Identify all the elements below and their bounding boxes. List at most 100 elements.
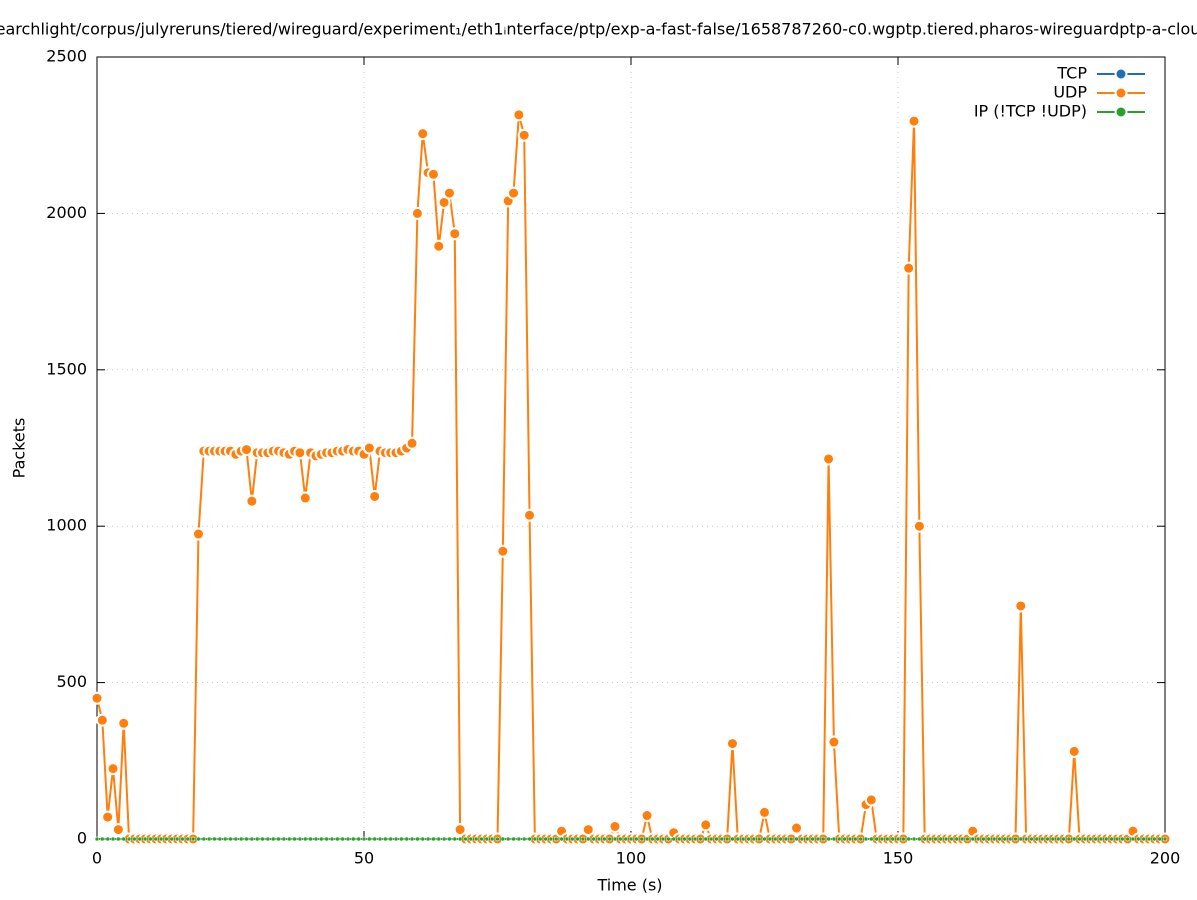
data-point <box>473 836 479 842</box>
data-point <box>441 836 447 842</box>
data-point <box>858 836 863 842</box>
data-point <box>553 836 559 842</box>
data-point <box>185 836 191 842</box>
data-point <box>164 836 169 842</box>
data-point <box>324 836 329 842</box>
y-axis-label: Packets <box>10 418 29 479</box>
data-point <box>238 836 244 842</box>
data-point <box>1034 836 1040 842</box>
data-point <box>121 836 126 842</box>
data-point <box>692 836 698 842</box>
data-point <box>362 441 376 455</box>
data-point <box>991 836 997 842</box>
data-point <box>479 836 484 842</box>
data-point <box>853 836 858 842</box>
data-point <box>523 508 537 522</box>
data-point <box>794 836 799 842</box>
series <box>94 836 1168 842</box>
data-point <box>410 206 424 220</box>
data-point <box>148 836 153 842</box>
data-point <box>117 716 131 730</box>
data-point <box>105 836 110 842</box>
data-point <box>842 836 847 842</box>
data-point <box>719 836 725 842</box>
data-point <box>190 836 196 842</box>
data-point <box>158 836 164 842</box>
data-point <box>137 836 142 842</box>
data-point <box>260 836 265 842</box>
data-point <box>650 836 655 842</box>
data-point <box>644 836 650 842</box>
data-point <box>714 836 719 842</box>
data-point <box>489 836 495 842</box>
data-point <box>351 836 356 842</box>
data-point <box>286 836 292 842</box>
x-tick-label: 0 <box>92 849 102 868</box>
data-point <box>303 836 308 842</box>
data-point <box>608 819 622 833</box>
data-point <box>537 836 543 842</box>
data-point <box>575 836 580 842</box>
data-point <box>1109 836 1114 842</box>
data-point <box>94 836 100 842</box>
data-point <box>618 836 623 842</box>
data-point <box>265 836 271 842</box>
data-point <box>426 167 440 181</box>
data-point <box>1098 836 1104 842</box>
data-point <box>922 836 927 842</box>
data-point <box>329 836 335 842</box>
data-point <box>1130 836 1136 842</box>
data-point <box>612 836 618 842</box>
data-point <box>912 519 926 533</box>
data-point <box>591 836 596 842</box>
y-tick-label: 500 <box>56 672 87 691</box>
data-point <box>1136 836 1141 842</box>
data-point <box>790 821 804 835</box>
data-point <box>640 809 654 823</box>
data-point <box>495 836 500 842</box>
y-tick-label: 2000 <box>46 203 87 222</box>
data-point <box>581 823 595 837</box>
data-point <box>1055 836 1061 842</box>
data-point <box>372 836 377 842</box>
data-point <box>831 836 837 842</box>
data-point <box>453 823 467 837</box>
data-point <box>132 836 137 842</box>
data-point <box>442 186 456 200</box>
data-point <box>393 836 399 842</box>
data-point <box>409 836 415 842</box>
data-point <box>240 443 254 457</box>
data-point <box>1018 836 1024 842</box>
data-point <box>106 762 120 776</box>
data-point <box>126 836 132 842</box>
data-point <box>457 836 463 842</box>
data-point <box>507 186 521 200</box>
x-tick-label: 150 <box>883 849 914 868</box>
data-point <box>432 239 446 253</box>
data-point <box>827 735 841 749</box>
data-point <box>1104 836 1109 842</box>
data-point <box>116 836 121 842</box>
data-point <box>1039 836 1045 842</box>
data-point <box>1007 836 1013 842</box>
data-point <box>1162 836 1168 842</box>
data-point <box>767 836 773 842</box>
data-point <box>431 836 436 842</box>
data-point <box>869 836 874 842</box>
data-point <box>938 836 943 842</box>
data-point <box>810 836 815 842</box>
data-point <box>298 491 312 505</box>
data-point <box>804 836 810 842</box>
data-point <box>110 836 116 842</box>
data-point <box>452 836 458 842</box>
data-point <box>516 836 522 842</box>
data-point <box>586 836 591 842</box>
data-point <box>345 836 351 842</box>
data-point <box>895 836 901 842</box>
data-point <box>270 836 276 842</box>
data-point <box>901 836 906 842</box>
data-point <box>837 836 842 842</box>
data-point <box>874 836 879 842</box>
data-point <box>425 836 431 842</box>
data-point <box>917 836 922 842</box>
